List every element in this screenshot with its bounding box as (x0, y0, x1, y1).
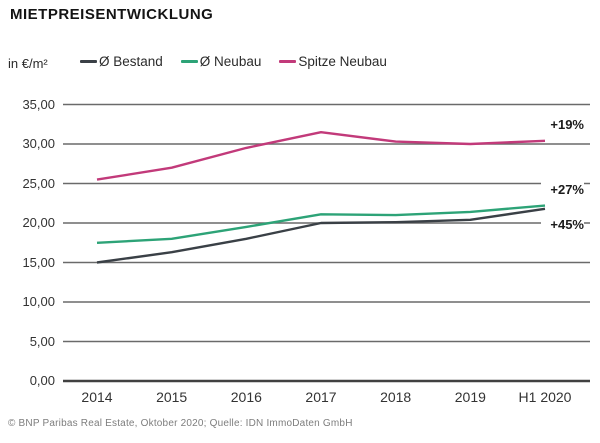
line-swatch-neubau-icon (180, 60, 198, 63)
x-tick-label: 2014 (81, 389, 113, 405)
y-tick-label: 10,00 (22, 294, 55, 309)
x-tick-label: 2015 (156, 389, 188, 405)
legend-item-bestand: Ø Bestand (80, 54, 163, 69)
y-tick-label: 20,00 (22, 215, 55, 230)
line-swatch-spitze-neubau-icon (279, 60, 297, 63)
legend-item-neubau: Ø Neubau (180, 54, 262, 69)
x-tick-label: 2018 (380, 389, 412, 405)
y-tick-label: 30,00 (22, 136, 55, 151)
annotation-bestand-growth: +45% (541, 217, 584, 233)
line-swatch-bestand-icon (80, 60, 97, 63)
y-tick-label: 25,00 (22, 175, 55, 191)
annotation-spitze-neubau-growth: +19% (541, 117, 584, 133)
legend-label-spitze-neubau: Spitze Neubau (298, 54, 387, 69)
annotation-neubau-growth: +27% (541, 182, 584, 198)
y-tick-label: 0,00 (29, 373, 55, 388)
source-credit: © BNP Paribas Real Estate, Oktober 2020;… (8, 418, 353, 429)
page-title: MIETPREISENTWICKLUNG (10, 6, 214, 23)
y-tick-label: 35,00 (22, 96, 55, 112)
x-tick-label: 2016 (230, 389, 262, 405)
x-tick-label: H1 2020 (518, 389, 572, 405)
legend-label-neubau: Ø Neubau (199, 54, 262, 69)
legend: Ø Bestand Ø Neubau Spitze Neubau (80, 54, 387, 69)
legend-label-bestand: Ø Bestand (99, 54, 163, 69)
y-axis-unit-label: in €/m² (8, 56, 48, 71)
x-tick-label: 2019 (454, 389, 486, 405)
legend-item-spitze-neubau: Spitze Neubau (279, 54, 387, 69)
line-bestand (96, 207, 546, 264)
line-neubau (96, 204, 546, 244)
y-tick-label: 15,00 (22, 254, 55, 270)
x-tick-label: 2017 (305, 389, 337, 405)
line-spitze-neubau (96, 130, 546, 181)
y-tick-label: 5,00 (29, 333, 55, 349)
